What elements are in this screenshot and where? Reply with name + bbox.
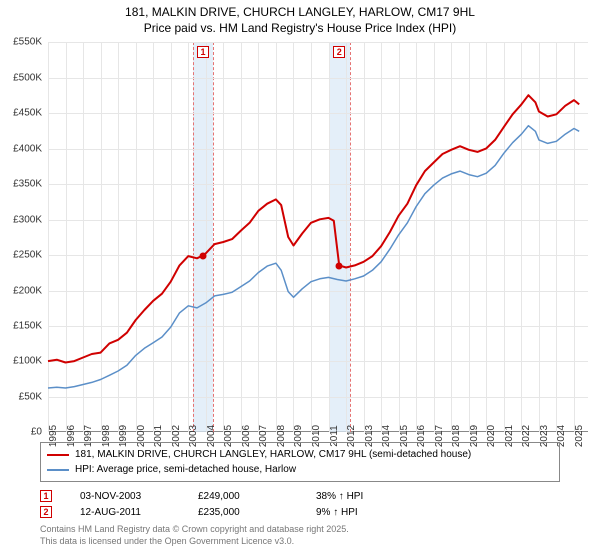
legend-row-2: HPI: Average price, semi-detached house,… (47, 462, 553, 477)
legend-label-1: 181, MALKIN DRIVE, CHURCH LANGLEY, HARLO… (75, 447, 471, 462)
sale-price-2: £235,000 (198, 507, 288, 518)
title-line-2: Price paid vs. HM Land Registry's House … (0, 20, 600, 36)
sale-marker-box-2: 2 (333, 46, 345, 58)
price-chart-container: { "title_line1": "181, MALKIN DRIVE, CHU… (0, 0, 600, 560)
y-tick-label: £0 (31, 427, 42, 438)
legend-swatch-1 (47, 454, 69, 456)
legend-label-2: HPI: Average price, semi-detached house,… (75, 462, 296, 477)
sale-hpi-1: 38% ↑ HPI (316, 491, 406, 502)
chart-title: 181, MALKIN DRIVE, CHURCH LANGLEY, HARLO… (0, 0, 600, 36)
y-tick-label: £450K (13, 108, 42, 119)
sale-marker-2: 2 (40, 506, 52, 518)
sale-date-2: 12-AUG-2011 (80, 507, 170, 518)
legend-box: 181, MALKIN DRIVE, CHURCH LANGLEY, HARLO… (40, 442, 560, 482)
sale-marker-1: 1 (40, 490, 52, 502)
y-tick-label: £100K (13, 356, 42, 367)
x-tick-label: 2025 (574, 425, 585, 447)
y-tick-label: £550K (13, 37, 42, 48)
y-tick-label: £350K (13, 179, 42, 190)
chart-area: 12 £0£50K£100K£150K£200K£250K£300K£350K£… (48, 42, 588, 432)
attribution-line-1: Contains HM Land Registry data © Crown c… (40, 524, 560, 536)
sale-row-2: 2 12-AUG-2011 £235,000 9% ↑ HPI (40, 506, 560, 518)
sale-hpi-2: 9% ↑ HPI (316, 507, 406, 518)
y-tick-label: £150K (13, 321, 42, 332)
sale-price-1: £249,000 (198, 491, 288, 502)
legend-row-1: 181, MALKIN DRIVE, CHURCH LANGLEY, HARLO… (47, 447, 553, 462)
sale-date-1: 03-NOV-2003 (80, 491, 170, 502)
attribution-line-2: This data is licensed under the Open Gov… (40, 536, 560, 548)
plot-region: 12 (48, 42, 588, 432)
legend-swatch-2 (47, 469, 69, 471)
y-tick-label: £300K (13, 214, 42, 225)
sale-point-1 (199, 252, 206, 259)
sales-table: 1 03-NOV-2003 £249,000 38% ↑ HPI 2 12-AU… (40, 490, 560, 518)
sale-point-2 (336, 262, 343, 269)
sale-marker-box-1: 1 (197, 46, 209, 58)
title-line-1: 181, MALKIN DRIVE, CHURCH LANGLEY, HARLO… (0, 4, 600, 20)
attribution: Contains HM Land Registry data © Crown c… (40, 524, 560, 547)
y-tick-label: £200K (13, 285, 42, 296)
sale-row-1: 1 03-NOV-2003 £249,000 38% ↑ HPI (40, 490, 560, 502)
below-chart: 181, MALKIN DRIVE, CHURCH LANGLEY, HARLO… (40, 442, 560, 547)
y-tick-label: £500K (13, 72, 42, 83)
line-series-layer (48, 42, 588, 432)
y-tick-label: £50K (19, 391, 42, 402)
y-tick-label: £400K (13, 143, 42, 154)
y-tick-label: £250K (13, 250, 42, 261)
